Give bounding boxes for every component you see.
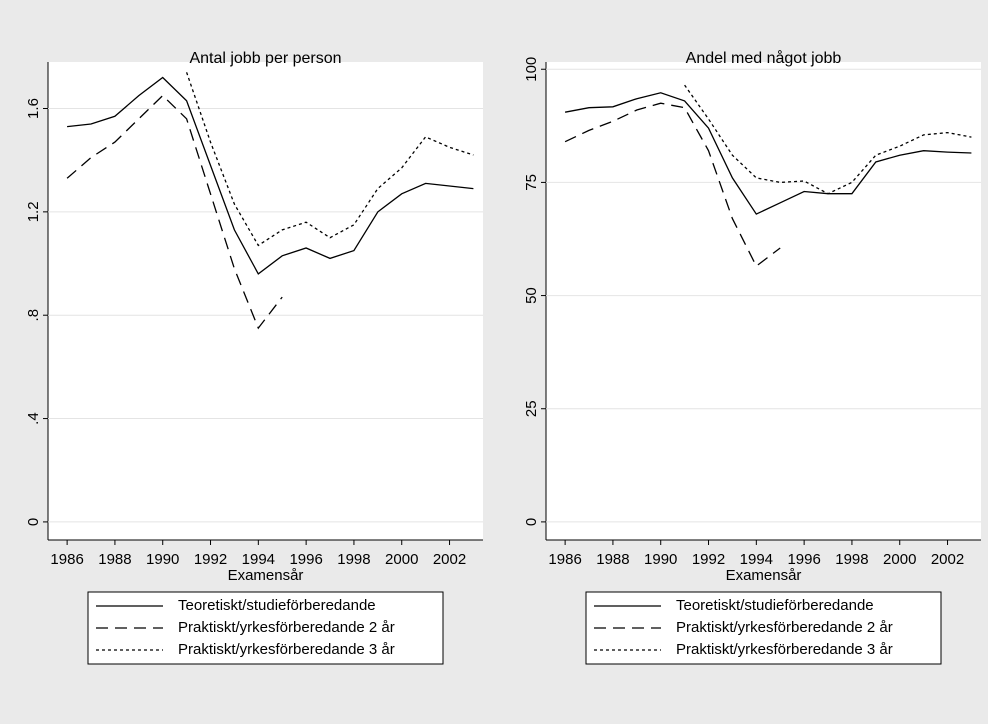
y-tick-label: 50: [523, 287, 540, 304]
y-tick-label: 100: [523, 57, 540, 82]
x-tick-label: 1988: [98, 551, 131, 568]
x-tick-label: 2000: [883, 551, 916, 568]
series-line: [564, 92, 972, 215]
x-tick-label: 1994: [242, 551, 275, 568]
legend-label: Praktiskt/yrkesförberedande 3 år: [178, 641, 395, 658]
legend-label: Teoretiskt/studieförberedande: [178, 597, 376, 614]
x-tick-label: 1990: [644, 551, 677, 568]
x-tick-label: 1998: [835, 551, 868, 568]
x-tick-label: 1992: [692, 551, 725, 568]
plot-area: [48, 62, 483, 540]
legend-label: Praktiskt/yrkesförberedande 3 år: [676, 641, 893, 658]
y-tick-label: 25: [523, 400, 540, 417]
legend-box: [87, 591, 444, 665]
series-line: [684, 84, 972, 195]
plot-area: [546, 62, 981, 540]
x-tick-label: 2002: [931, 551, 964, 568]
x-axis-label: Examensår: [726, 567, 802, 584]
x-tick-label: 2000: [385, 551, 418, 568]
x-tick-label: 1986: [548, 551, 581, 568]
x-tick-label: 1998: [337, 551, 370, 568]
legend-label: Praktiskt/yrkesförberedande 2 år: [676, 619, 893, 636]
y-tick-label: 75: [523, 174, 540, 191]
x-tick-label: 2002: [433, 551, 466, 568]
x-tick-label: 1994: [740, 551, 773, 568]
series-line: [564, 102, 781, 268]
series-line: [67, 76, 474, 275]
x-tick-label: 1988: [596, 551, 629, 568]
legend-label: Praktiskt/yrkesförberedande 2 år: [178, 619, 395, 636]
x-tick-label: 1992: [194, 551, 227, 568]
x-tick-label: 1996: [289, 551, 322, 568]
chart-title: Andel med något jobb: [686, 49, 842, 67]
y-tick-label: 1.2: [25, 201, 42, 222]
legend-label: Teoretiskt/studieförberedande: [676, 597, 874, 614]
legend-box: [585, 591, 942, 665]
x-tick-label: 1990: [146, 551, 179, 568]
y-tick-label: .8: [25, 309, 42, 322]
chart-title: Antal jobb per person: [189, 50, 341, 67]
x-tick-label: 1996: [787, 551, 820, 568]
y-tick-label: 1.6: [25, 98, 42, 119]
series-line: [66, 94, 283, 330]
y-tick-label: .4: [25, 412, 42, 425]
x-tick-label: 1986: [50, 551, 83, 568]
y-tick-label: 0: [523, 518, 540, 526]
series-line: [185, 72, 474, 247]
x-axis-label: Examensår: [228, 567, 304, 584]
y-tick-label: 0: [25, 518, 42, 526]
